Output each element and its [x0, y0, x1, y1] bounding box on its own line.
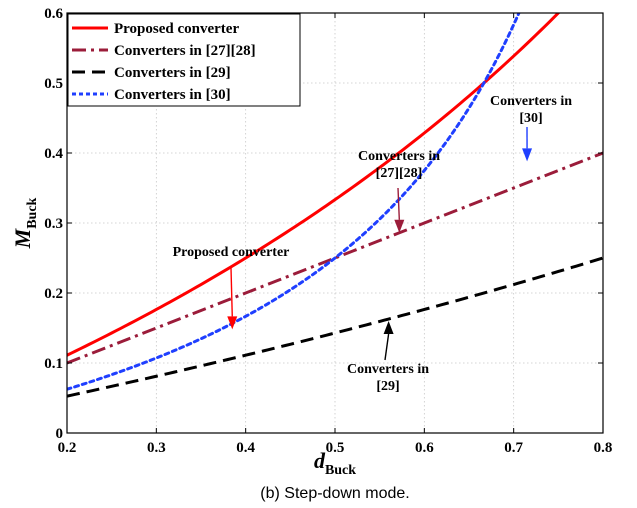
- annotation-3: Proposed converter: [173, 245, 290, 330]
- annotation-arrowhead: [383, 321, 394, 334]
- legend-label-1: Proposed converter: [114, 21, 239, 37]
- annotation-arrowhead: [522, 148, 533, 162]
- series-layer: [67, 13, 603, 398]
- annotation-text: Converters in: [347, 362, 429, 377]
- y-tick-label: 0.4: [44, 146, 63, 162]
- x-tick-label: 0.7: [504, 440, 523, 456]
- annotation-1: Converters in [30]: [490, 94, 572, 162]
- series-line-3: [67, 256, 603, 398]
- series-line-2: [67, 151, 603, 365]
- y-tick-label: 0.6: [44, 6, 63, 22]
- y-tick-label: 0.1: [44, 356, 63, 372]
- series-line-4: [67, 13, 521, 391]
- y-tick-label: 0.5: [44, 76, 63, 92]
- y-axis-label: MBuck: [10, 197, 40, 249]
- x-tick-label: 0.2: [58, 440, 77, 456]
- annotation-2: Converters in [27][28]: [358, 149, 440, 233]
- annotation-text: Converters in: [358, 149, 440, 164]
- figure-caption: (b) Step-down mode.: [260, 485, 409, 502]
- annotation-arrow-shaft: [384, 333, 390, 361]
- legend-label-3: Converters in [29]: [114, 65, 231, 81]
- annotations: Converters in [30] Converters in [27][28] Pr…: [173, 94, 573, 394]
- annotation-text: [29]: [376, 379, 399, 394]
- y-tick-label: 0: [56, 426, 64, 442]
- series-line-1: [67, 13, 561, 357]
- annotation-text: Proposed converter: [173, 245, 290, 260]
- legend-label-2: Converters in [27][28]: [114, 43, 256, 59]
- annotation-4: Converters in [29]: [347, 321, 429, 394]
- x-tick-label: 0.6: [415, 440, 434, 456]
- annotation-arrow-shaft: [397, 187, 401, 220]
- legend-label-4: Converters in [30]: [114, 87, 231, 103]
- annotation-arrowhead: [394, 219, 405, 233]
- y-tick-label: 0.3: [44, 216, 63, 232]
- y-tick-label: 0.2: [44, 286, 63, 302]
- legend: Proposed converter Converters in [27][28]…: [67, 13, 301, 107]
- tick-labels: 0.2 0.3 0.4 0.5 0.6 0.7 0.8 0 0.1 0.2 0.3 0.4 0.5 0.6: [44, 6, 612, 456]
- annotation-arrowhead: [227, 316, 238, 330]
- annotation-text: [27][28]: [376, 166, 423, 181]
- annotation-arrow-shaft: [230, 267, 233, 317]
- annotation-text: [30]: [519, 111, 542, 126]
- x-axis-label: dBuck: [314, 448, 356, 478]
- x-tick-label: 0.4: [236, 440, 255, 456]
- x-tick-label: 0.8: [594, 440, 613, 456]
- x-tick-label: 0.3: [147, 440, 166, 456]
- x-tick-label: 0.5: [326, 440, 345, 456]
- annotation-text: Converters in: [490, 94, 572, 109]
